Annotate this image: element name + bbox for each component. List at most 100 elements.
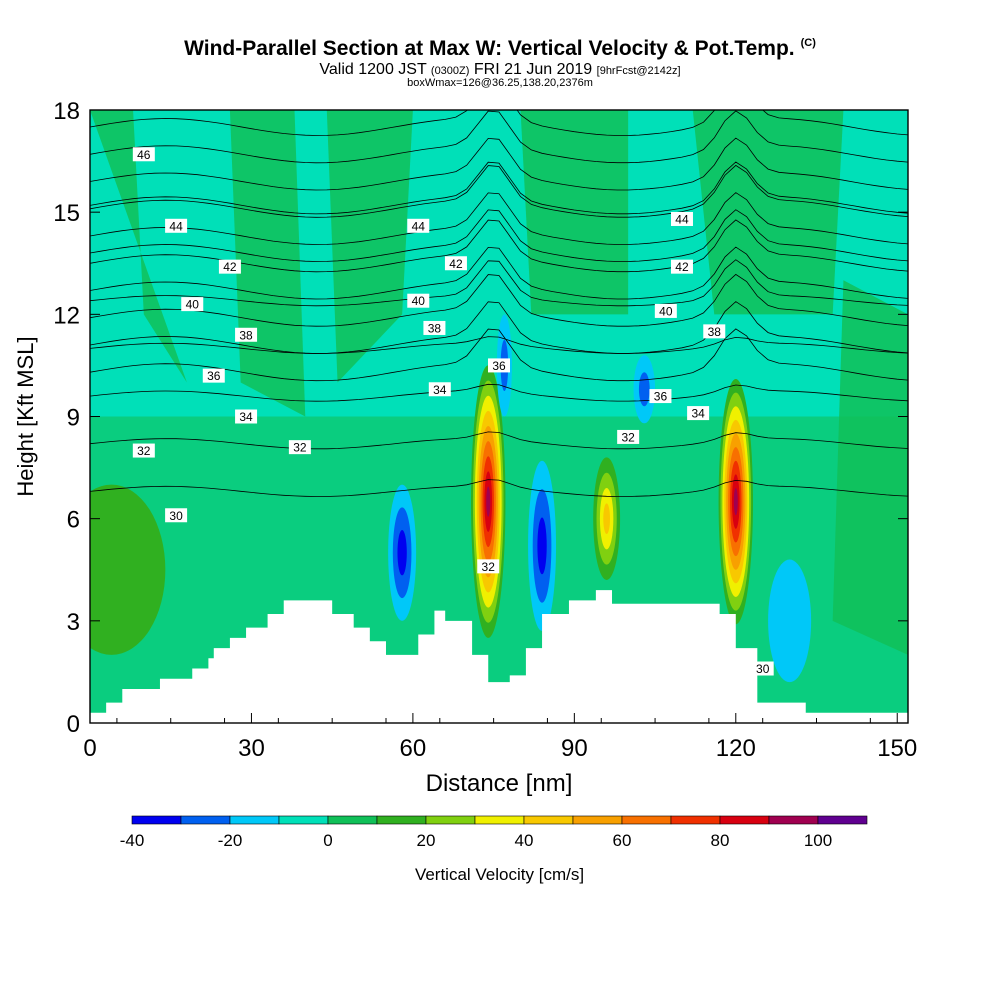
weak-lift-band [90, 110, 187, 383]
theta-label-text: 40 [186, 298, 200, 312]
colorbar-tick-label: -40 [120, 831, 145, 850]
theta-label-text: 40 [659, 304, 673, 318]
theta-contour-31 [90, 431, 908, 450]
weak-lift-band [520, 110, 629, 315]
copyright-mark: (C) [800, 37, 816, 49]
theta-label: 32 [477, 559, 500, 574]
theta-contour-43 [90, 164, 908, 218]
theta-label-text: 34 [433, 383, 447, 397]
theta-label-bg [407, 293, 430, 308]
theta-label: 38 [703, 324, 726, 339]
theta-label-text: 38 [239, 328, 253, 342]
theta-label-bg [423, 320, 446, 335]
colorbar-tick-label: 20 [417, 831, 436, 850]
valid-utc: (0300Z) [430, 65, 470, 77]
colorbar-swatch [572, 815, 623, 825]
theta-label: 44 [165, 218, 188, 233]
velocity-cell-weak lift [90, 484, 166, 655]
x-tick-label: 120 [716, 735, 756, 762]
theta-label-bg [428, 382, 451, 397]
theta-label: 32 [617, 429, 640, 444]
theta-label: 42 [218, 259, 241, 274]
theta-label-text: 34 [691, 407, 705, 421]
theta-label-text: 34 [239, 410, 253, 424]
theta-label-bg [218, 259, 241, 274]
theta-label: 46 [132, 147, 155, 162]
y-tick-label: 18 [53, 98, 80, 125]
colorbar-label: Vertical Velocity [cm/s] [415, 865, 584, 884]
colorbar-tick-label: 80 [711, 831, 730, 850]
theta-label-bg [488, 358, 510, 373]
colorbar-swatch [621, 815, 672, 825]
theta-label: 34 [687, 406, 710, 421]
theta-label-text: 36 [492, 359, 506, 373]
y-tick-label: 3 [67, 609, 80, 636]
theta-label-text: 46 [137, 148, 151, 162]
theta-label: 38 [423, 320, 446, 335]
theta-contour-38 [90, 301, 908, 354]
theta-label: 34 [428, 382, 451, 397]
theta-contour-40 [90, 246, 908, 300]
theta-label: 36 [488, 358, 510, 373]
colorbar-tick-label: 100 [804, 831, 832, 850]
theta-contour-35 [90, 209, 908, 262]
theta-label: 32 [132, 443, 155, 458]
theta-label-text: 42 [675, 260, 689, 274]
theta-label: 44 [407, 218, 430, 233]
theta-label-bg [235, 409, 258, 424]
theta-label-bg [132, 443, 155, 458]
y-tick-label: 9 [67, 405, 80, 432]
theta-label-bg [444, 256, 467, 271]
theta-label-text: 32 [621, 430, 635, 444]
theta-label-bg [165, 508, 188, 523]
theta-label-bg [165, 218, 188, 233]
theta-label: 40 [654, 303, 677, 318]
velocity-cell-updraft [486, 486, 491, 517]
theta-contour-30 [90, 479, 908, 497]
theta-label-bg [477, 559, 500, 574]
colorbar-tick-label: 40 [515, 831, 534, 850]
theta-contour-42 [90, 192, 908, 245]
theta-label-text: 40 [412, 294, 426, 308]
theta-label: 40 [181, 297, 204, 312]
theta-label-bg [649, 389, 672, 404]
theta-label-bg [288, 440, 311, 455]
theta-label: 32 [288, 440, 311, 455]
colorbar-swatch [425, 815, 476, 825]
theta-label-text: 38 [428, 321, 442, 335]
theta-contour-45 [90, 110, 908, 164]
theta-label-bg [617, 429, 640, 444]
theta-label-text: 44 [169, 219, 183, 233]
theta-label-text: 32 [293, 441, 307, 455]
theta-label: 44 [670, 211, 693, 226]
velocity-cell-downdraft [768, 559, 812, 683]
x-tick-label: 150 [877, 735, 917, 762]
theta-label-text: 32 [137, 444, 151, 458]
theta-contour-33 [90, 336, 908, 354]
theta-label: 36 [649, 389, 672, 404]
velocity-cell-downdraft [537, 517, 547, 575]
colorbar-tick-label: -20 [218, 831, 243, 850]
theta-label: 34 [235, 409, 258, 424]
chart-subtitle: Valid 1200 JST (0300Z) FRI 21 Jun 2019 [… [0, 61, 1000, 79]
theta-label-text: 42 [223, 260, 237, 274]
y-tick-label: 12 [53, 302, 80, 329]
chart-title: Wind-Parallel Section at Max W: Vertical… [0, 37, 1000, 61]
y-tick-label: 15 [53, 200, 80, 227]
x-tick-label: 30 [238, 735, 265, 762]
colorbar-swatch [376, 815, 427, 825]
theta-label-bg [132, 147, 155, 162]
theta-label-bg [181, 297, 204, 312]
theta-label-bg [751, 661, 774, 676]
theta-label-bg [703, 324, 726, 339]
colorbar-swatch [474, 815, 525, 825]
velocity-cell-updraft [603, 503, 610, 534]
velocity-cell-downdraft [397, 530, 407, 576]
theta-label-bg [235, 327, 258, 342]
colorbar-swatch [229, 815, 280, 825]
x-tick-label: 0 [83, 735, 96, 762]
velocity-field [90, 110, 908, 723]
theta-contour-34 [90, 259, 908, 307]
y-tick-label: 0 [67, 711, 80, 738]
